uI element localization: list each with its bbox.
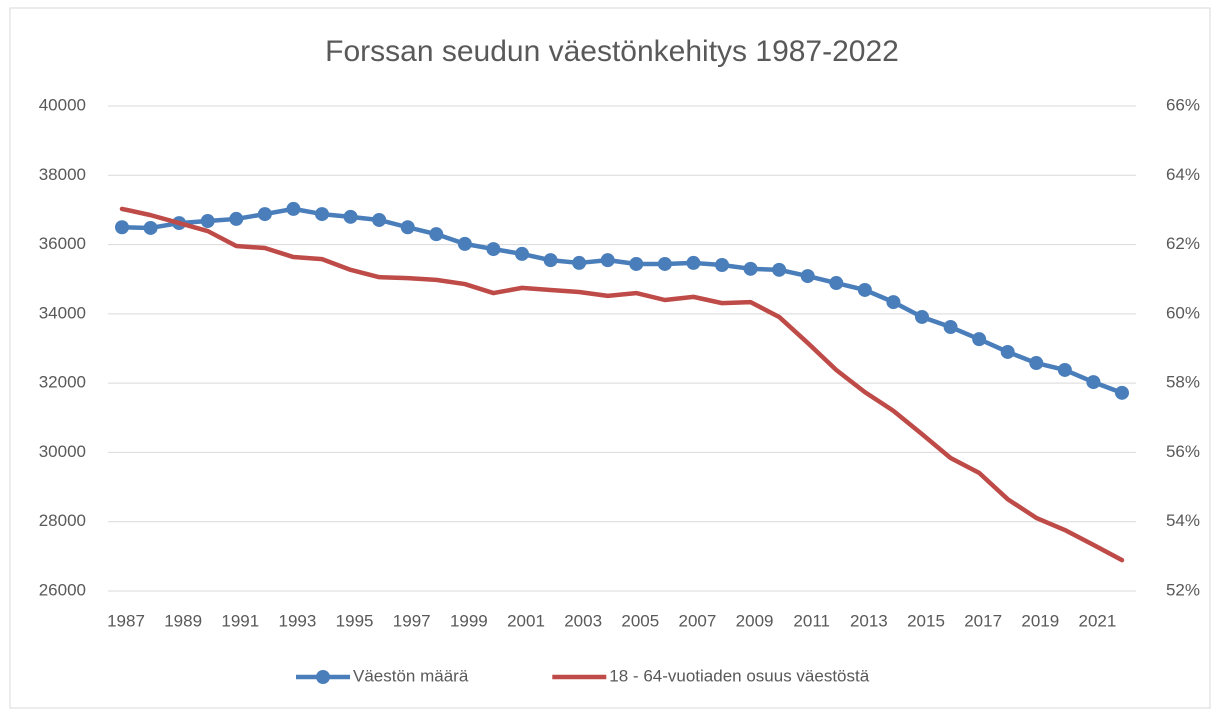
y2-tick-label: 62% <box>1166 234 1200 253</box>
x-tick-label: 2009 <box>736 611 774 630</box>
y2-tick-label: 52% <box>1166 580 1200 599</box>
point <box>972 332 987 347</box>
x-tick-label: 1989 <box>164 611 202 630</box>
x-tick-label: 2021 <box>1079 611 1117 630</box>
x-tick-label: 2005 <box>621 611 659 630</box>
y-tick-label: 36000 <box>39 234 86 253</box>
point <box>315 207 329 222</box>
point <box>1086 375 1101 390</box>
x-tick-label: 2017 <box>964 611 1002 630</box>
x-tick-label: 1999 <box>450 611 488 630</box>
y-tick-label: 38000 <box>39 165 86 184</box>
x-tick-label: 2003 <box>564 611 602 630</box>
point <box>629 256 644 271</box>
legend-label: Väestön määrä <box>353 666 469 685</box>
point <box>772 262 787 277</box>
point <box>457 236 472 251</box>
y2-tick-label: 64% <box>1166 165 1200 184</box>
y2-tick-label: 58% <box>1166 373 1200 392</box>
y-tick-label: 28000 <box>39 511 86 530</box>
point <box>229 211 244 226</box>
x-tick-label: 2011 <box>793 611 830 630</box>
x-tick-label: 2013 <box>850 611 888 630</box>
point <box>1029 356 1044 371</box>
point <box>857 282 872 297</box>
x-tick-label: 2001 <box>507 611 545 630</box>
y-tick-label: 34000 <box>39 303 86 322</box>
point <box>686 255 701 270</box>
point <box>543 253 558 268</box>
point <box>257 207 272 222</box>
x-tick-label: 2007 <box>679 611 717 630</box>
x-tick-label: 2015 <box>907 611 945 630</box>
point <box>400 220 415 235</box>
legend-label: 18 - 64-vuotiaden osuus väestöstä <box>609 666 869 685</box>
chart-border <box>9 7 1211 709</box>
y-tick-label: 26000 <box>39 580 86 599</box>
y-tick-label: 32000 <box>39 373 86 392</box>
x-tick-label: 2019 <box>1021 611 1059 630</box>
x-tick-label: 1987 <box>107 611 145 630</box>
series-line <box>119 206 1125 563</box>
x-tick-label: 1991 <box>221 611 259 630</box>
chart-title: Forssan seudun väestönkehitys 1987-2022 <box>325 35 899 68</box>
point <box>829 276 844 291</box>
legend-marker <box>316 670 330 684</box>
point <box>915 309 929 324</box>
point <box>200 214 215 229</box>
y2-tick-label: 54% <box>1166 511 1200 530</box>
point <box>572 255 587 270</box>
y2-tick-label: 60% <box>1166 303 1200 322</box>
point <box>886 295 901 310</box>
y2-tick-label: 66% <box>1166 95 1200 114</box>
point <box>115 220 129 235</box>
point <box>515 246 529 261</box>
point <box>372 212 387 227</box>
x-tick-label: 1995 <box>336 611 374 630</box>
point <box>800 269 815 284</box>
point <box>1115 385 1129 400</box>
x-tick-label: 1997 <box>393 611 431 630</box>
point <box>343 209 358 224</box>
point <box>600 253 615 268</box>
point <box>715 258 729 273</box>
x-tick-label: 1993 <box>279 611 317 630</box>
point <box>657 256 672 271</box>
point <box>429 227 444 242</box>
point <box>1057 362 1072 377</box>
point <box>943 320 958 335</box>
point <box>743 261 758 276</box>
point <box>143 220 158 235</box>
y-tick-label: 30000 <box>39 442 86 461</box>
point <box>486 242 501 257</box>
point <box>286 201 301 216</box>
y-tick-label: 40000 <box>39 95 86 114</box>
point <box>1000 344 1015 359</box>
y2-tick-label: 56% <box>1166 442 1200 461</box>
